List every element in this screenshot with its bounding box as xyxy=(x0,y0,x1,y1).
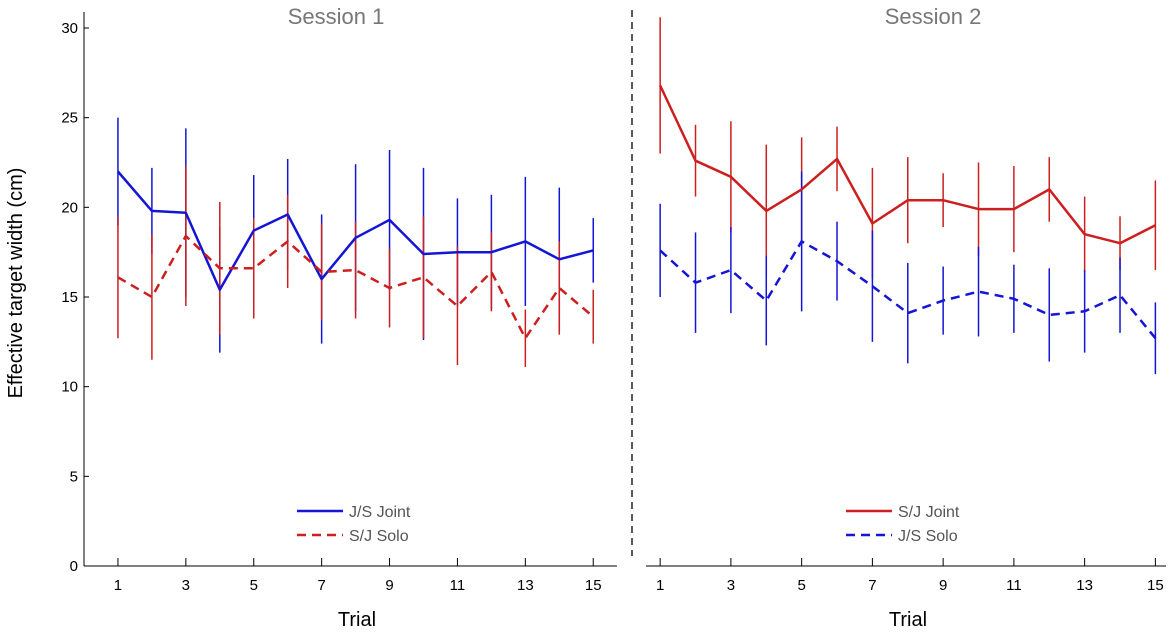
y-ticks: 0 5 10 15 20 25 30 xyxy=(61,20,89,575)
x-tick-label: 3 xyxy=(182,577,190,594)
series-line-s-j-joint xyxy=(658,84,1156,245)
legend-label-sj-joint: S/J Joint xyxy=(898,504,960,521)
x-tick-label: 13 xyxy=(517,577,534,594)
series-lines-session-1 xyxy=(116,170,595,340)
x-tick-label: 13 xyxy=(1076,577,1093,594)
x-tick-label: 11 xyxy=(450,577,466,594)
x-tick-label: 7 xyxy=(868,577,876,594)
x-tick-label: 15 xyxy=(1147,577,1164,594)
x-tick-label: 3 xyxy=(727,577,735,594)
x-ticks-session-2: 1 3 5 7 9 11 13 15 xyxy=(656,558,1164,594)
legend-label-sj-solo: S/J Solo xyxy=(349,528,409,545)
series-line-j-s-joint xyxy=(116,170,594,292)
legend-session-2: S/J Joint J/S Solo xyxy=(846,504,960,545)
x-tick-label: 7 xyxy=(317,577,325,594)
y-tick-label: 20 xyxy=(61,199,78,216)
x-tick-label: 5 xyxy=(797,577,805,594)
y-tick-label: 15 xyxy=(61,289,78,306)
series-line-j-s-solo xyxy=(659,240,1157,339)
legend-label-js-joint: J/S Joint xyxy=(349,504,411,521)
y-tick-label: 30 xyxy=(61,20,78,37)
legend-label-js-solo: J/S Solo xyxy=(898,528,958,545)
y-axis-title: Effective target width (cm) xyxy=(5,168,27,399)
panel-title-session-2: Session 2 xyxy=(885,4,982,29)
x-tick-label: 5 xyxy=(250,577,258,594)
y-tick-label: 0 xyxy=(70,558,78,575)
x-ticks-session-1: 1 3 5 7 9 11 13 15 xyxy=(114,558,602,594)
y-tick-label: 25 xyxy=(61,110,78,127)
x-tick-label: 9 xyxy=(385,577,393,594)
x-tick-label: 1 xyxy=(656,577,664,594)
x-axis-title-session-1: Trial xyxy=(338,609,376,631)
x-tick-label: 1 xyxy=(114,577,122,594)
legend-session-1: J/S Joint S/J Solo xyxy=(297,504,411,545)
y-tick-label: 10 xyxy=(61,379,78,396)
panel-title-session-1: Session 1 xyxy=(288,4,385,29)
panel-session-2: Session 2 1 3 5 7 9 11 13 15 Trial S/J Joint J/… xyxy=(646,4,1166,631)
series-lines-session-2 xyxy=(658,84,1157,339)
x-tick-label: 9 xyxy=(939,577,947,594)
x-axis-title-session-2: Trial xyxy=(889,609,927,631)
series-line-s-j-solo xyxy=(117,234,595,340)
y-tick-label: 5 xyxy=(70,468,78,485)
x-tick-label: 11 xyxy=(1006,577,1022,594)
error-bars-session-2 xyxy=(659,17,1157,375)
x-tick-label: 15 xyxy=(585,577,602,594)
